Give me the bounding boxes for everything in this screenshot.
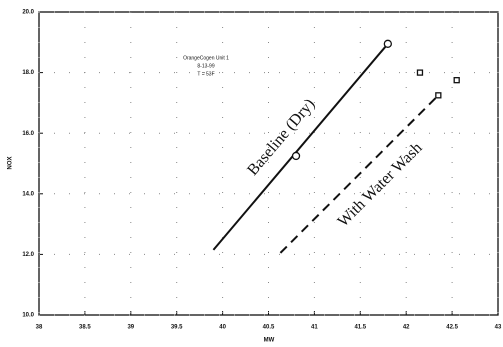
y-tick-label: 10.0 [22,313,34,319]
data-point [416,69,424,76]
data-point [453,77,460,84]
y-tick-label: 18.0 [22,70,34,76]
line-label: Baseline (Dry) [244,96,318,179]
y-tick-label: 16.0 [22,131,34,137]
x-tick-label: 38.5 [79,325,91,331]
x-tick-label: 42 [403,325,410,331]
x-tick-label: 40.5 [263,325,275,331]
annotation: T = 53F [197,71,214,77]
annotation: 8-13-99 [197,63,214,69]
y-tick-label: 12.0 [22,252,34,258]
line [279,94,440,254]
y-axis-label: NOX [8,156,14,169]
x-tick-label: 41 [311,325,318,331]
x-tick-label: 40 [219,325,226,331]
x-tick-label: 39 [127,325,134,331]
data-point [435,92,442,99]
annotation: OrangeCogen Unit 1 [183,55,229,61]
line [212,43,389,251]
x-tick-label: 38 [36,325,43,331]
x-axis-label: MW [264,338,275,344]
data-point [383,39,392,48]
x-tick-label: 41.5 [354,325,366,331]
x-tick-label: 42.5 [446,325,458,331]
y-tick-label: 20.0 [22,10,34,16]
y-tick-label: 14.0 [22,191,34,197]
x-tick-label: 39.5 [171,325,183,331]
x-tick-label: 43 [495,325,502,331]
data-point [291,151,301,161]
